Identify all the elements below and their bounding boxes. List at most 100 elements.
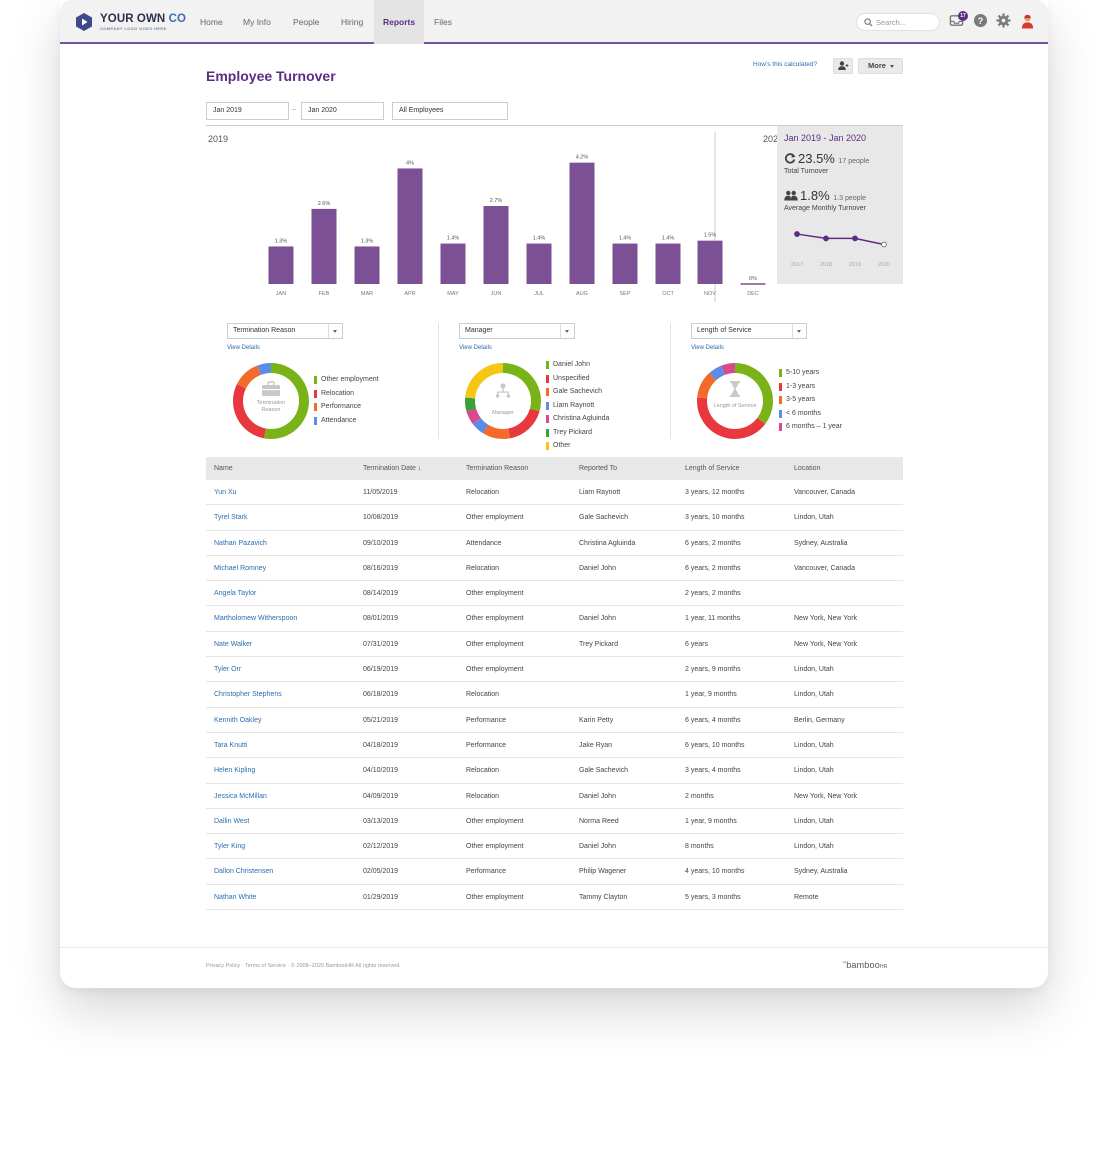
column-header-length-of-service[interactable]: Length of Service — [685, 465, 740, 472]
employee-group-select[interactable]: All Employees — [392, 102, 508, 120]
table-row: Yun Xu 11/05/2019 Relocation Liam Raynott 3 … — [206, 480, 903, 506]
bar-jul[interactable] — [526, 243, 552, 284]
chevron-down-icon — [560, 324, 574, 338]
bar-feb[interactable] — [311, 208, 337, 284]
donut-segment[interactable] — [721, 363, 736, 375]
search-input[interactable] — [876, 16, 938, 29]
legend-item: < 6 months — [779, 409, 842, 424]
bar-nov[interactable] — [697, 240, 723, 284]
bamboohr-logo-text: bamboo — [846, 960, 880, 970]
hows-this-calculated-link[interactable]: How's this calculated? — [753, 61, 818, 68]
trend-point[interactable] — [823, 235, 829, 242]
bar-jun[interactable] — [483, 206, 509, 284]
length-of-service-view-details[interactable]: View Details — [691, 345, 724, 351]
nav-files[interactable]: Files — [434, 17, 452, 27]
gear-icon[interactable] — [996, 13, 1011, 28]
cell-name[interactable]: Nate Walker — [214, 640, 253, 648]
length-of-service-donut[interactable] — [695, 361, 775, 441]
cell-name[interactable]: Dallon Christensen — [214, 868, 274, 876]
bar-value-label: 1.3% — [361, 238, 374, 244]
nav-my-info[interactable]: My Info — [243, 17, 271, 27]
cell-name[interactable]: Yun Xu — [214, 489, 237, 496]
nav-people[interactable]: People — [293, 17, 320, 27]
legend-item: Trey Pickard — [546, 428, 609, 443]
termination-reason-view-details[interactable]: View Details — [227, 345, 260, 351]
cell-name[interactable]: Helen Kipling — [214, 767, 256, 775]
cell-name[interactable]: Tyler King — [214, 843, 246, 851]
donut-segment[interactable] — [472, 417, 489, 434]
cell-name[interactable]: Angela Taylor — [214, 590, 257, 598]
cell-name[interactable]: Tyler Orr — [214, 666, 242, 674]
cell-name[interactable]: Tyrel Stark — [214, 514, 248, 522]
termination-reason-select[interactable]: Termination Reason — [227, 323, 343, 339]
trend-point[interactable] — [881, 241, 887, 248]
user-avatar[interactable] — [1020, 13, 1035, 29]
donut-segment[interactable] — [257, 363, 272, 375]
donut-segment[interactable] — [697, 397, 766, 439]
total-turnover-value: 23.5% 17 people — [798, 151, 869, 166]
share-button[interactable] — [833, 58, 853, 74]
nav-hiring[interactable]: Hiring — [341, 17, 364, 27]
cell-name[interactable]: Nathan Pazavich — [214, 539, 267, 547]
donut-segment[interactable] — [465, 397, 477, 412]
cell-termination-reason: Performance — [466, 716, 507, 724]
bar-jan[interactable] — [268, 246, 294, 284]
manager-donut[interactable] — [463, 361, 543, 441]
column-header-termination-reason[interactable]: Termination Reason — [466, 465, 529, 472]
bar-apr[interactable] — [397, 168, 423, 284]
donut-segment[interactable] — [465, 363, 504, 399]
manager-view-details[interactable]: View Details — [459, 345, 492, 351]
cell-name[interactable]: Jessica McMillan — [214, 792, 267, 800]
bar-sep[interactable] — [612, 243, 638, 284]
cell-name[interactable]: Martholomew Witherspoon — [214, 615, 298, 623]
bar-value-label: 4% — [406, 160, 414, 166]
cell-termination-date: 08/16/2019 — [363, 564, 399, 572]
total-turnover-label: Total Turnover — [784, 168, 829, 175]
end-date-field[interactable]: Jan 2020 — [301, 102, 384, 120]
cell-name[interactable]: Tara Knutti — [214, 741, 248, 749]
more-button[interactable]: More — [858, 58, 903, 74]
termination-reason-donut[interactable] — [231, 361, 311, 441]
cell-name[interactable]: Dallin West — [214, 817, 250, 825]
donut-segment[interactable] — [466, 408, 481, 424]
donut-segment[interactable] — [264, 363, 309, 439]
donut-segment[interactable] — [697, 372, 717, 399]
nav-reports[interactable]: Reports — [374, 0, 425, 44]
cell-name[interactable]: Christopher Stephens — [214, 691, 282, 699]
cell-name[interactable]: Michael Romney — [214, 564, 267, 572]
cell-termination-reason: Relocation — [466, 767, 500, 775]
company-logo[interactable]: YOUR OWN CO COMPANY LOGO GOES HERE — [74, 12, 214, 34]
cell-name[interactable]: Nathan White — [214, 893, 257, 901]
donut-segment[interactable] — [233, 384, 267, 439]
donut-segment[interactable] — [709, 365, 726, 381]
donut-segment[interactable] — [236, 365, 262, 389]
footer-text: Privacy Policy · Terms of Service · © 20… — [206, 963, 401, 969]
search-box[interactable] — [856, 13, 940, 31]
bar-aug[interactable] — [569, 162, 595, 284]
bar-mar[interactable] — [354, 246, 380, 284]
nav-home[interactable]: Home — [200, 17, 223, 27]
help-icon[interactable]: ? — [973, 13, 988, 28]
donut-segment[interactable] — [734, 363, 773, 424]
legend-swatch — [314, 376, 317, 384]
column-header-location[interactable]: Location — [794, 465, 821, 472]
inbox-count-badge: 17 — [958, 11, 968, 21]
column-header-termination-date[interactable]: Termination Date ↓ — [363, 465, 422, 472]
cell-length-of-service: 5 years, 3 months — [685, 893, 741, 901]
cell-name[interactable]: Kennith Oakley — [214, 716, 262, 724]
bamboohr-logo: ˜bambooHR — [843, 960, 888, 970]
trend-point[interactable] — [794, 231, 800, 237]
bar-may[interactable] — [440, 243, 466, 284]
column-header-name[interactable]: Name — [214, 465, 233, 472]
length-of-service-select[interactable]: Length of Service — [691, 323, 807, 339]
start-date-field[interactable]: Jan 2019 — [206, 102, 289, 120]
bar-oct[interactable] — [655, 243, 681, 284]
column-header-reported-to[interactable]: Reported To — [579, 465, 618, 472]
cell-termination-date: 07/31/2019 — [363, 640, 399, 648]
table-row: Jessica McMillan 04/09/2019 Relocation Dani… — [206, 784, 903, 809]
donut-segment[interactable] — [502, 363, 541, 412]
donut-segment[interactable] — [482, 424, 510, 439]
donut-segment[interactable] — [507, 408, 540, 439]
manager-select[interactable]: Manager — [459, 323, 575, 339]
trend-point[interactable] — [852, 235, 858, 242]
